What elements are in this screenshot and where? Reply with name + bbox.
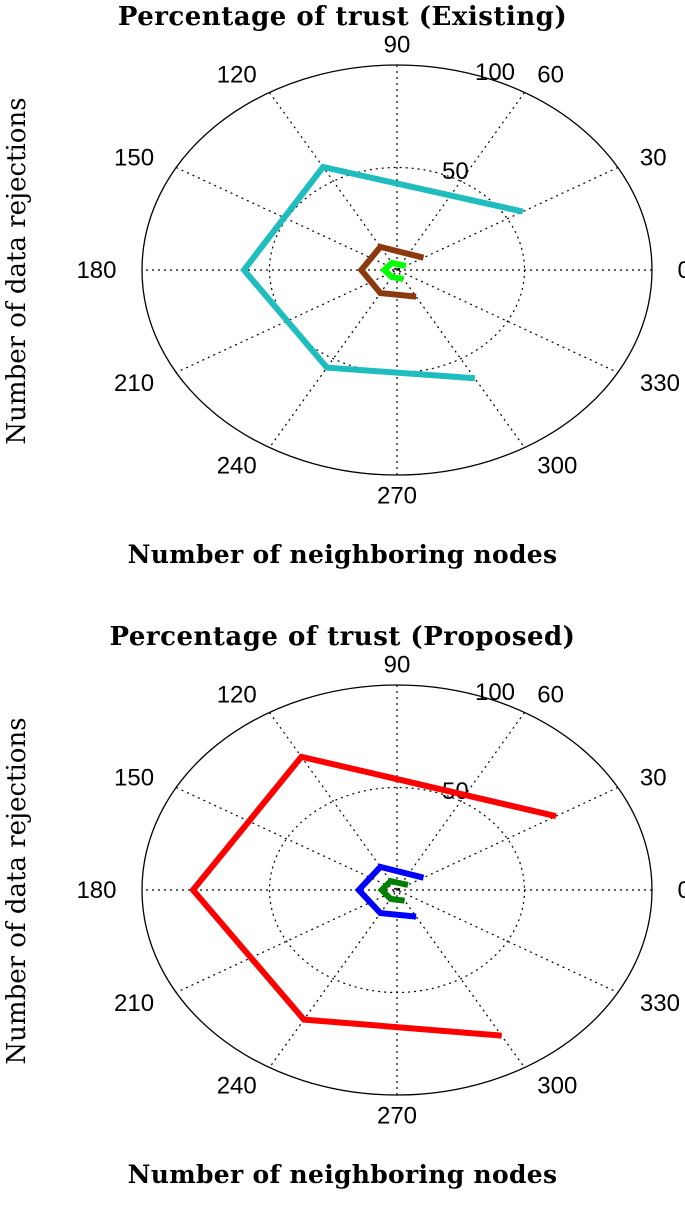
angle-tick-label: 120 (217, 62, 257, 89)
angle-tick-label: 90 (384, 652, 411, 679)
angle-tick-label: 30 (640, 764, 667, 791)
angle-tick-label: 60 (537, 682, 564, 709)
angle-tick-label: 180 (76, 877, 116, 904)
angle-tick-label: 330 (640, 990, 680, 1017)
angle-tick-label: 0 (678, 257, 685, 284)
angle-tick-label: 120 (217, 682, 257, 709)
angle-tick-label: 210 (114, 370, 154, 397)
radial-tick-label: 100 (475, 59, 515, 86)
angle-tick-label: 90 (384, 32, 411, 59)
series-line-1 (193, 757, 556, 1036)
angle-tick-label: 240 (217, 1072, 257, 1099)
angle-tick-label: 60 (537, 62, 564, 89)
radial-tick-label: 100 (475, 679, 515, 706)
series-line-2 (359, 867, 424, 917)
angle-tick-label: 0 (678, 877, 685, 904)
series-line-2 (361, 247, 423, 297)
angle-tick-label: 300 (537, 1072, 577, 1099)
angle-tick-label: 180 (76, 257, 116, 284)
angle-tick-label: 210 (114, 990, 154, 1017)
series-line-3 (382, 881, 408, 901)
radial-tick-label: 50 (442, 158, 469, 185)
polar-plot: 0 30 60 90 120 150 180 210 240 270 300 330 50 100 (0, 0, 685, 540)
angle-tick-label: 30 (640, 144, 667, 171)
angle-tick-label: 330 (640, 370, 680, 397)
y-axis-label: Number of data rejections (2, 46, 32, 496)
x-axis-label: Number of neighboring nodes (0, 1160, 685, 1189)
x-axis-label: Number of neighboring nodes (0, 540, 685, 569)
angle-tick-label: 300 (537, 452, 577, 479)
angle-tick-label: 270 (377, 483, 417, 510)
series-line-3 (384, 263, 406, 279)
angle-tick-label: 150 (114, 764, 154, 791)
angle-tick-label: 240 (217, 452, 257, 479)
y-axis-label: Number of data rejections (2, 666, 32, 1116)
angle-tick-label: 270 (377, 1103, 417, 1130)
angle-tick-label: 150 (114, 144, 154, 171)
